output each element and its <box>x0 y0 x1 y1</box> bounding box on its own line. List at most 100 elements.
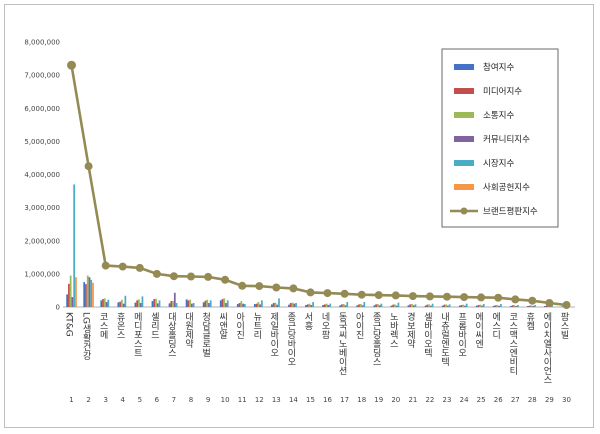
bar-1-28 <box>527 306 529 307</box>
bar-5-28 <box>534 305 536 307</box>
legend-swatch <box>454 112 474 118</box>
bar-1-5 <box>134 302 137 307</box>
bar-4-5 <box>139 303 142 307</box>
category-label: 에스디 <box>490 312 500 340</box>
bar-1-9 <box>202 302 205 307</box>
line-point-14 <box>289 284 298 293</box>
bar-2-23 <box>443 304 446 307</box>
bar-2-8 <box>187 300 190 308</box>
category-label: KT&G <box>64 312 74 337</box>
line-point-30 <box>562 301 571 309</box>
category-label: 코스맥스엔비티 <box>507 312 517 376</box>
line-point-26 <box>494 293 503 302</box>
category-label: 동국씨노베이션 <box>337 312 347 375</box>
line-point-11 <box>238 281 247 290</box>
bar-4-24 <box>464 305 466 307</box>
bar-1-22 <box>424 305 427 307</box>
bar-2-6 <box>153 299 156 307</box>
line-point-2 <box>84 162 93 171</box>
bar-4-14 <box>293 303 296 307</box>
category-index: 12 <box>255 396 264 404</box>
bar-3-27 <box>513 305 516 307</box>
legend-swatch <box>454 160 474 166</box>
category-index: 10 <box>221 396 230 404</box>
bar-3-21 <box>411 304 413 307</box>
bar-4-21 <box>412 305 415 307</box>
category-label: 에이치엘사이언스 <box>541 312 551 384</box>
bar-4-16 <box>327 305 330 307</box>
bar-4-23 <box>447 305 449 307</box>
line-point-9 <box>204 272 213 281</box>
line-point-17 <box>340 289 349 298</box>
bar-2-29 <box>545 305 548 307</box>
category-label: 코스메 <box>98 312 108 340</box>
line-point-20 <box>391 291 400 300</box>
bar-3-11 <box>240 301 243 307</box>
category-label: 에이씨엔 <box>473 312 483 348</box>
category-index: 6 <box>155 396 160 404</box>
bar-1-29 <box>544 306 546 307</box>
bar-2-14 <box>289 303 292 307</box>
category-index: 7 <box>172 396 176 404</box>
line-point-29 <box>545 299 554 307</box>
bar-3-24 <box>462 304 465 307</box>
y-tick-label: 5,000,000 <box>24 138 60 146</box>
category-index: 17 <box>340 396 349 404</box>
bar-1-2 <box>83 282 86 307</box>
bar-5-18 <box>363 302 366 307</box>
category-index: 19 <box>374 396 383 404</box>
legend-label: 시장지수 <box>483 158 514 169</box>
category-label: 팜스빌 <box>559 312 569 339</box>
bar-1-15 <box>305 305 307 307</box>
bar-3-5 <box>138 299 140 307</box>
category-index: 2 <box>86 396 90 404</box>
bar-2-26 <box>494 305 497 307</box>
category-index: 18 <box>357 396 366 404</box>
bar-5-14 <box>295 303 297 307</box>
bar-5-5 <box>141 296 144 307</box>
bar-4-12 <box>259 304 262 307</box>
legend-label: 커뮤니티지수 <box>483 134 530 145</box>
bar-2-27 <box>511 305 514 307</box>
category-label: 노바렉스 <box>388 312 398 348</box>
category-index: 28 <box>528 396 537 404</box>
category-index: 1 <box>69 396 73 404</box>
line-point-22 <box>425 292 434 301</box>
bar-3-26 <box>496 305 499 307</box>
bar-2-21 <box>409 304 412 307</box>
bar-3-25 <box>479 304 482 307</box>
bar-4-27 <box>515 306 518 307</box>
bar-5-21 <box>414 304 417 307</box>
bar-2-9 <box>204 300 207 307</box>
bar-1-10 <box>219 300 222 308</box>
line-point-3 <box>101 261 110 270</box>
bar-5-13 <box>278 298 280 307</box>
legend-swatch <box>454 88 474 94</box>
bar-2-18 <box>358 304 360 307</box>
category-index: 15 <box>306 396 315 404</box>
category-label: 셀바이오텍 <box>422 312 432 358</box>
bar-4-8 <box>191 303 193 307</box>
bar-5-10 <box>226 300 229 308</box>
category-index: 24 <box>460 396 469 404</box>
bar-5-7 <box>175 303 178 307</box>
bar-3-15 <box>308 303 311 307</box>
y-tick-label: 1,000,000 <box>24 270 60 278</box>
legend-swatch <box>454 64 474 70</box>
bar-5-11 <box>243 304 246 307</box>
line-point-27 <box>511 295 520 304</box>
bar-2-13 <box>272 303 275 307</box>
bar-3-23 <box>445 304 447 307</box>
bar-5-3 <box>107 299 110 307</box>
bar-5-20 <box>397 302 400 307</box>
bar-4-17 <box>344 305 347 307</box>
bar-4-25 <box>481 305 483 307</box>
category-index: 9 <box>206 396 210 404</box>
category-index: 23 <box>443 396 452 404</box>
y-tick-label: 3,000,000 <box>24 204 60 212</box>
bar-4-28 <box>532 306 535 307</box>
category-label: LG생활건강 <box>81 312 91 360</box>
category-index: 26 <box>494 396 503 404</box>
y-tick-label: 7,000,000 <box>24 72 60 80</box>
category-index: 3 <box>103 396 107 404</box>
